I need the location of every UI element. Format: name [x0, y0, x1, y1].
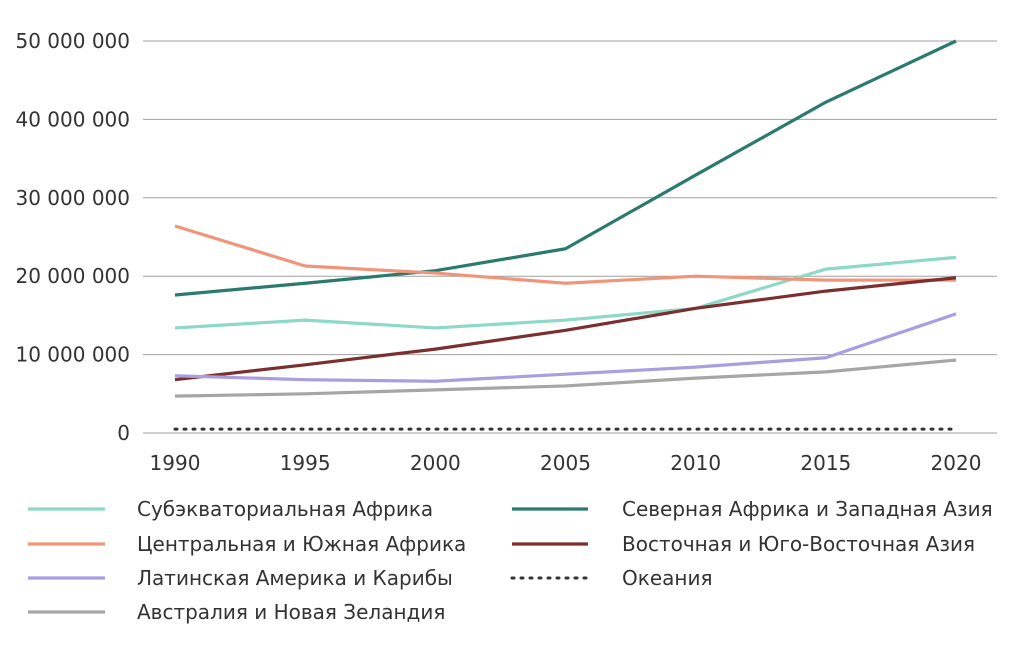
- legend-label: Восточная и Юго-Восточная Азия: [622, 532, 975, 556]
- series-line-6: [174, 358, 957, 398]
- x-tick-label: 2000: [410, 451, 461, 475]
- x-tick-label: 1990: [150, 451, 201, 475]
- y-tick-label: 20 000 000: [15, 264, 130, 288]
- y-tick-label: 50 000 000: [15, 29, 130, 53]
- series-lines: [173, 39, 958, 431]
- y-tick-label: 0: [117, 421, 130, 445]
- y-tick-label: 30 000 000: [15, 186, 130, 210]
- x-tick-label: 2020: [931, 451, 982, 475]
- legend-item: Австралия и Новая Зеландия: [28, 600, 445, 624]
- gridlines: [143, 40, 997, 434]
- series-line-0: [174, 255, 957, 330]
- legend-item: Океания: [510, 566, 713, 590]
- legend-item: Латинская Америка и Карибы: [28, 566, 453, 590]
- series-line-3: [174, 276, 957, 382]
- legend-label: Австралия и Новая Зеландия: [137, 600, 445, 624]
- legend-label: Латинская Америка и Карибы: [137, 566, 453, 590]
- series-line-1: [174, 39, 957, 297]
- legend-label: Центральная и Южная Африка: [137, 532, 466, 556]
- legend-label: Северная Африка и Западная Азия: [622, 497, 993, 521]
- legend-label: Океания: [622, 566, 713, 590]
- legend-label: Субэкваториальная Африка: [137, 497, 433, 521]
- x-tick-label: 2005: [540, 451, 591, 475]
- y-tick-label: 10 000 000: [15, 343, 130, 367]
- legend-item: Центральная и Южная Африка: [28, 532, 466, 556]
- legend-item: Северная Африка и Западная Азия: [512, 497, 993, 521]
- y-axis-tick-labels: 0 10 000 000 20 000 000 30 000 000 40 000 00…: [15, 29, 130, 445]
- legend-item: Восточная и Юго-Восточная Азия: [512, 532, 975, 556]
- x-tick-label: 1995: [280, 451, 331, 475]
- series-line-2: [174, 224, 956, 285]
- series-line-4: [174, 312, 957, 383]
- legend: Субэкваториальная Африка Северная Африка …: [28, 497, 993, 624]
- x-tick-label: 2015: [800, 451, 851, 475]
- y-tick-label: 40 000 000: [15, 107, 130, 131]
- x-axis-tick-labels: 1990 1995 2000 2005 2010 2015 2020: [150, 451, 982, 475]
- x-tick-label: 2010: [670, 451, 721, 475]
- legend-item: Субэкваториальная Африка: [28, 497, 433, 521]
